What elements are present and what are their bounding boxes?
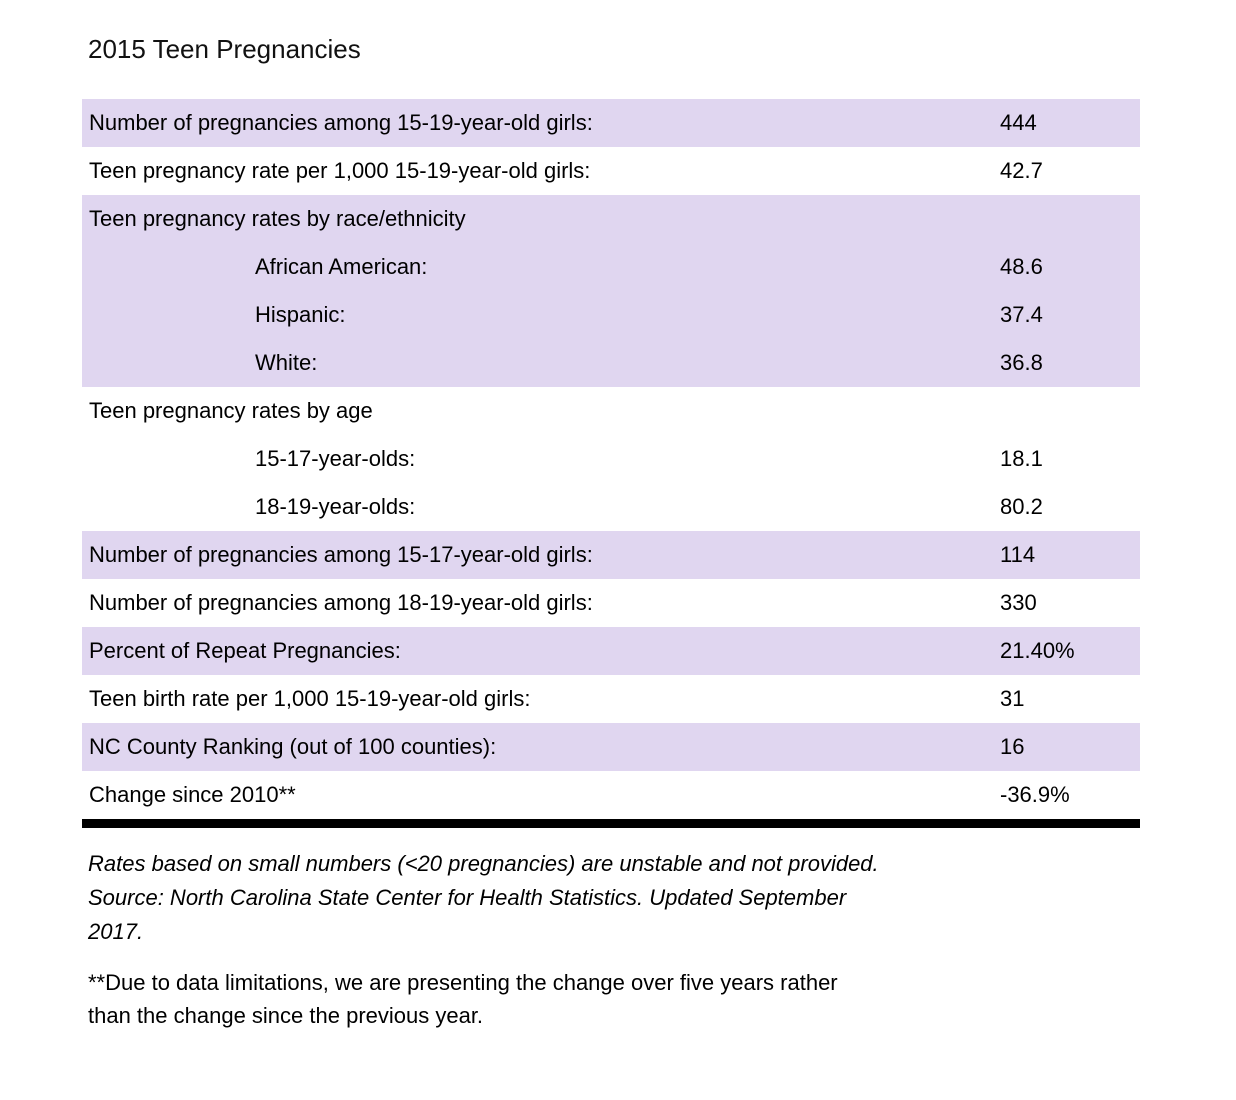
- row-value: 36.8: [1000, 350, 1043, 375]
- row-value: 48.6: [1000, 254, 1043, 279]
- table-row: Change since 2010** -36.9%: [82, 771, 1140, 819]
- row-value: 444: [1000, 110, 1037, 135]
- row-value: 31: [1000, 686, 1025, 711]
- table-row: Percent of Repeat Pregnancies: 21.40%: [82, 627, 1140, 675]
- table-row: Teen pregnancy rates by race/ethnicity: [82, 195, 1140, 243]
- row-label: 18-19-year-olds:: [255, 494, 416, 519]
- row-label: White:: [255, 350, 318, 375]
- row-label: Number of pregnancies among 15-17-year-o…: [89, 542, 593, 567]
- table-row: Number of pregnancies among 15-17-year-o…: [82, 531, 1140, 579]
- row-value: 21.40%: [1000, 638, 1075, 663]
- row-label: Percent of Repeat Pregnancies:: [89, 638, 401, 663]
- footnote-change-note: **Due to data limitations, we are presen…: [88, 970, 838, 1028]
- table-row: NC County Ranking (out of 100 counties):…: [82, 723, 1140, 771]
- row-label: Change since 2010**: [89, 782, 296, 807]
- table-row: Teen pregnancy rate per 1,000 15-19-year…: [82, 147, 1140, 195]
- table-row: 15-17-year-olds: 18.1: [82, 435, 1140, 483]
- row-label: Teen pregnancy rates by age: [89, 398, 373, 423]
- row-label: Number of pregnancies among 15-19-year-o…: [89, 110, 593, 135]
- row-value: 18.1: [1000, 446, 1043, 471]
- page-title: 2015 Teen Pregnancies: [88, 34, 361, 64]
- table-row: Number of pregnancies among 15-19-year-o…: [82, 99, 1140, 147]
- row-label: African American:: [255, 254, 428, 279]
- table-row: African American: 48.6: [82, 243, 1140, 291]
- table-bottom-divider: [82, 819, 1140, 828]
- row-label: Teen birth rate per 1,000 15-19-year-old…: [89, 686, 531, 711]
- table-row: White: 36.8: [82, 339, 1140, 387]
- row-label: NC County Ranking (out of 100 counties):: [89, 734, 497, 759]
- table-row: 18-19-year-olds: 80.2: [82, 483, 1140, 531]
- row-label: 15-17-year-olds:: [255, 446, 416, 471]
- footnote-source-note: Rates based on small numbers (<20 pregna…: [88, 851, 879, 944]
- row-label: Teen pregnancy rates by race/ethnicity: [89, 206, 466, 231]
- table-row: Teen pregnancy rates by age: [82, 387, 1140, 435]
- row-value: 16: [1000, 734, 1025, 759]
- table-row: Number of pregnancies among 18-19-year-o…: [82, 579, 1140, 627]
- row-value: 42.7: [1000, 158, 1043, 183]
- row-label: Hispanic:: [255, 302, 346, 327]
- row-value: 37.4: [1000, 302, 1043, 327]
- row-value: 80.2: [1000, 494, 1043, 519]
- table-row: Teen birth rate per 1,000 15-19-year-old…: [82, 675, 1140, 723]
- row-value: 114: [1000, 542, 1036, 567]
- row-value: 330: [1000, 590, 1037, 615]
- row-value: -36.9%: [1000, 782, 1070, 807]
- row-label: Number of pregnancies among 18-19-year-o…: [89, 590, 593, 615]
- row-label: Teen pregnancy rate per 1,000 15-19-year…: [89, 158, 591, 183]
- stats-table: Number of pregnancies among 15-19-year-o…: [82, 99, 1140, 819]
- table-row: Hispanic: 37.4: [82, 291, 1140, 339]
